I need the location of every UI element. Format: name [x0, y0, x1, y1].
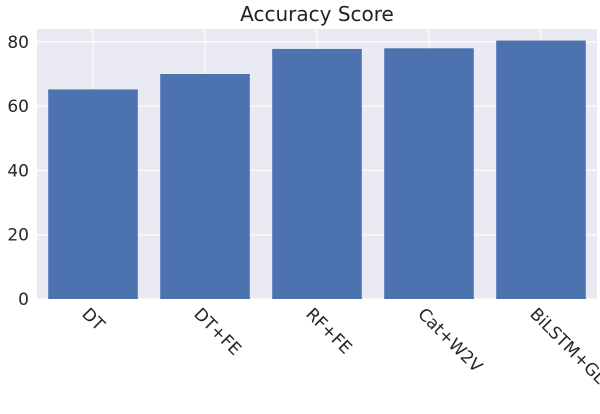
- y-tick-label: 20: [7, 226, 29, 246]
- bar-dt-fe: [160, 74, 250, 299]
- bar-dt: [48, 89, 138, 299]
- x-tick-label: RF+FE: [301, 304, 355, 358]
- x-tick-label: BiLSTM+GLOVE: [525, 304, 600, 412]
- y-tick-label: 60: [7, 97, 29, 117]
- x-axis-ticks: DT DT+FE RF+FE Cat+W2V BiLSTM+GLOVE: [77, 304, 600, 412]
- y-tick-label: 40: [7, 161, 29, 181]
- bars: [48, 40, 586, 300]
- bar-rf-fe: [272, 48, 362, 299]
- y-axis-ticks: 0 20 40 60 80: [7, 33, 29, 310]
- x-tick-label: Cat+W2V: [413, 304, 486, 377]
- x-tick-label: DT: [77, 304, 108, 335]
- y-tick-label: 0: [18, 290, 29, 310]
- y-tick-label: 80: [7, 33, 29, 53]
- bar-cat-w2v: [384, 48, 474, 300]
- bar-bilstm-glove: [496, 40, 586, 299]
- chart-title: Accuracy Score: [240, 2, 394, 26]
- x-tick-label: DT+FE: [189, 304, 244, 359]
